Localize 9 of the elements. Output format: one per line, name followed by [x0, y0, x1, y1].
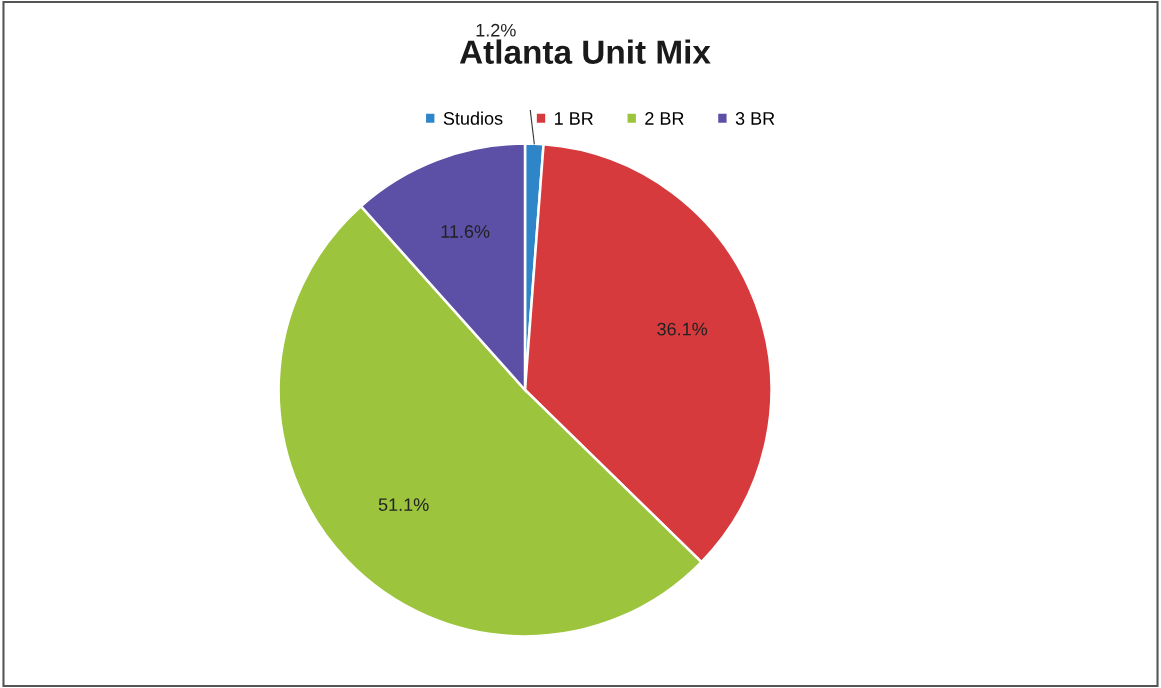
- legend-label: Studios: [443, 111, 503, 125]
- data-label: 36.1%: [657, 322, 708, 336]
- legend-label: 1 BR: [555, 112, 593, 125]
- legend-label: 3 BR: [735, 112, 775, 125]
- legend-label: 2 BR: [645, 112, 684, 125]
- chart-title: Atlanta Unit Mix: [459, 39, 711, 64]
- data-label: 1.2%: [476, 23, 516, 37]
- data-label: 11.6%: [441, 225, 490, 238]
- data-label: 51.1%: [378, 498, 429, 511]
